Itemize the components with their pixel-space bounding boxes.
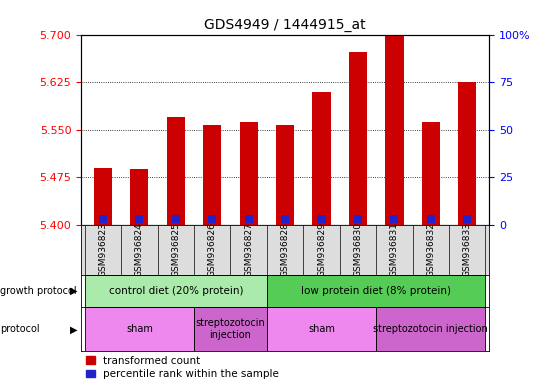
Bar bbox=[167, 117, 185, 225]
Bar bbox=[85, 307, 194, 351]
Text: GSM936826: GSM936826 bbox=[208, 222, 217, 277]
Bar bbox=[194, 307, 267, 351]
Bar bbox=[203, 124, 221, 225]
Text: sham: sham bbox=[308, 324, 335, 334]
Bar bbox=[99, 215, 107, 223]
Text: GSM936832: GSM936832 bbox=[427, 222, 435, 277]
Bar bbox=[427, 215, 435, 223]
Text: streptozotocin injection: streptozotocin injection bbox=[373, 324, 488, 334]
Text: GSM936833: GSM936833 bbox=[463, 222, 472, 277]
Bar bbox=[267, 307, 376, 351]
Text: GSM936823: GSM936823 bbox=[98, 222, 107, 277]
Bar bbox=[458, 82, 476, 225]
Text: ▶: ▶ bbox=[70, 324, 77, 334]
Text: sham: sham bbox=[126, 324, 153, 334]
Text: GSM936825: GSM936825 bbox=[171, 222, 181, 277]
Bar bbox=[312, 91, 330, 225]
Legend: transformed count, percentile rank within the sample: transformed count, percentile rank withi… bbox=[86, 356, 279, 379]
Bar bbox=[463, 215, 471, 223]
Bar bbox=[208, 215, 216, 223]
Text: GSM936830: GSM936830 bbox=[353, 222, 362, 277]
Text: protocol: protocol bbox=[0, 324, 40, 334]
Text: GSM936828: GSM936828 bbox=[281, 222, 290, 277]
Bar bbox=[94, 167, 112, 225]
Bar bbox=[281, 215, 289, 223]
Bar bbox=[385, 36, 404, 225]
Bar bbox=[390, 215, 399, 223]
Bar bbox=[135, 215, 144, 223]
Text: GSM936831: GSM936831 bbox=[390, 222, 399, 277]
Bar bbox=[349, 52, 367, 225]
Bar bbox=[421, 122, 440, 225]
Text: GSM936829: GSM936829 bbox=[317, 222, 326, 277]
Text: growth protocol: growth protocol bbox=[0, 286, 77, 296]
Text: ▶: ▶ bbox=[70, 286, 77, 296]
Text: GSM936827: GSM936827 bbox=[244, 222, 253, 277]
Bar bbox=[240, 122, 258, 225]
Bar bbox=[85, 275, 267, 307]
Bar bbox=[276, 124, 294, 225]
Text: GSM936824: GSM936824 bbox=[135, 222, 144, 277]
Text: low protein diet (8% protein): low protein diet (8% protein) bbox=[301, 286, 451, 296]
Bar bbox=[267, 275, 485, 307]
Bar bbox=[318, 215, 326, 223]
Bar bbox=[130, 169, 149, 225]
Title: GDS4949 / 1444915_at: GDS4949 / 1444915_at bbox=[204, 18, 366, 32]
Bar bbox=[354, 215, 362, 223]
Bar bbox=[376, 307, 485, 351]
Bar bbox=[244, 215, 253, 223]
Text: control diet (20% protein): control diet (20% protein) bbox=[108, 286, 243, 296]
Bar bbox=[172, 215, 180, 223]
Text: streptozotocin
injection: streptozotocin injection bbox=[196, 318, 266, 340]
